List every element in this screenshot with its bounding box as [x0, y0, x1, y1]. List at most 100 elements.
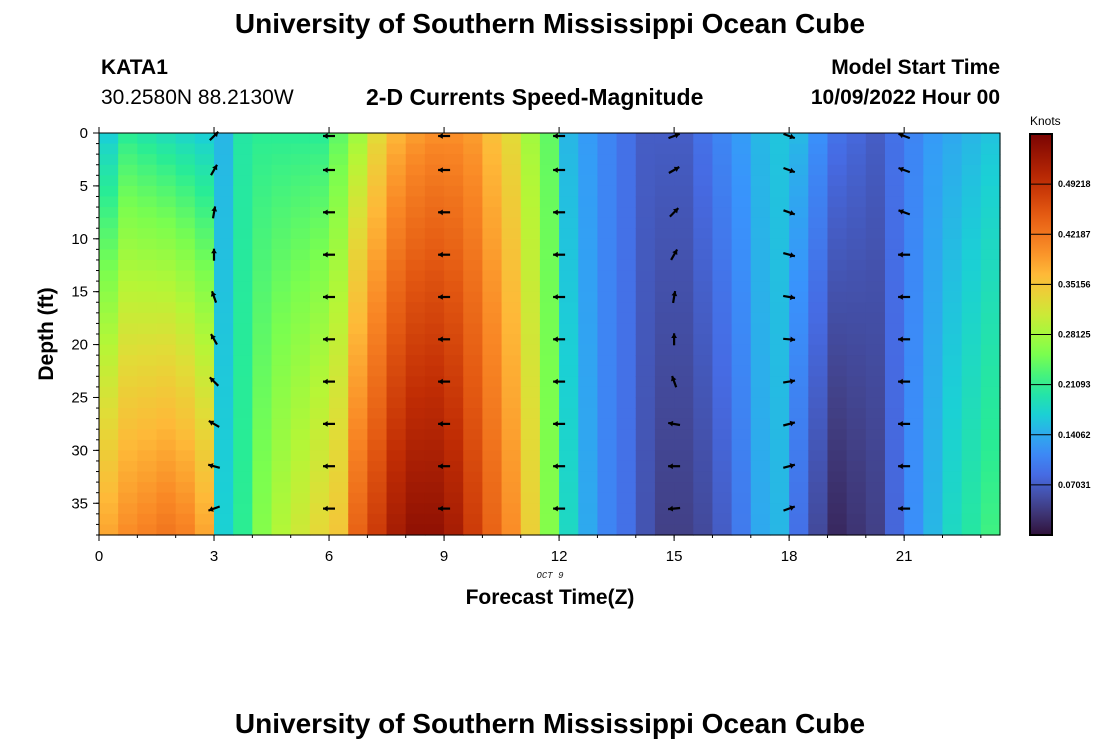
heatmap-cell [444, 164, 464, 176]
current-vector [898, 251, 911, 258]
heatmap-cell [750, 175, 771, 187]
heatmap-cell [961, 460, 982, 473]
heatmap-cell [904, 482, 924, 494]
heatmap-cell [923, 133, 944, 145]
heatmap-cell [904, 164, 924, 176]
heatmap-cell [386, 228, 407, 240]
heatmap-cell [578, 196, 599, 208]
heatmap-cell [597, 397, 618, 409]
heatmap-cell [597, 291, 618, 303]
heatmap-cell [329, 334, 349, 346]
heatmap-cell [789, 482, 809, 494]
heatmap-cell [808, 365, 829, 377]
heatmap-cell [750, 450, 771, 462]
heatmap-cell [635, 164, 656, 176]
heatmap-cell [386, 355, 407, 367]
heatmap-cell [808, 133, 829, 145]
current-vector [898, 294, 911, 300]
heatmap-cell [808, 228, 829, 240]
heatmap-cell [290, 281, 311, 293]
heatmap-cell [99, 408, 119, 420]
heatmap-cell [884, 175, 905, 187]
heatmap-cell [980, 460, 1001, 473]
heatmap-cell [750, 503, 771, 515]
heatmap-cell [367, 439, 388, 451]
heatmap-cell [271, 513, 292, 526]
heatmap-cell [271, 185, 292, 198]
heatmap-cell [194, 513, 215, 526]
heatmap-cell [693, 133, 714, 145]
heatmap-cell [118, 270, 138, 282]
heatmap-cell [233, 344, 253, 356]
heatmap-cell [712, 524, 733, 536]
heatmap-cell [137, 207, 158, 219]
heatmap-cell [520, 365, 541, 377]
heatmap-cell [769, 207, 790, 219]
heatmap-cell [329, 291, 349, 303]
heatmap-cell [367, 249, 388, 261]
heatmap-cell [482, 355, 503, 367]
heatmap-cell [884, 185, 905, 198]
heatmap-cell [424, 418, 445, 430]
heatmap-cell [137, 355, 158, 367]
current-vector [211, 248, 217, 261]
heatmap-cell [674, 482, 694, 494]
heatmap-cell [463, 302, 483, 314]
x-tick-label: 6 [325, 548, 333, 565]
heatmap-cell [808, 207, 829, 219]
heatmap-cell [290, 471, 311, 483]
heatmap-cell [559, 259, 579, 272]
heatmap-cell [329, 143, 349, 155]
heatmap-cell [386, 482, 407, 494]
heatmap-cell [616, 270, 637, 282]
heatmap-cell [386, 164, 407, 176]
heatmap-cell [884, 249, 905, 261]
heatmap-cell [348, 291, 368, 303]
heatmap-cell [348, 482, 368, 494]
heatmap-cell [578, 450, 599, 462]
heatmap-cell [635, 196, 656, 208]
heatmap-cell [214, 334, 234, 346]
heatmap-cell [616, 217, 637, 229]
heatmap-cell [923, 207, 944, 219]
heatmap-cell [424, 503, 445, 515]
heatmap-cell [444, 471, 464, 483]
heatmap-cell [386, 238, 407, 250]
heatmap-cell [942, 185, 963, 198]
heatmap-cell [194, 344, 215, 356]
heatmap-cell [654, 503, 675, 515]
heatmap-cell [559, 334, 579, 346]
heatmap-cell [290, 196, 311, 208]
heatmap-cell [137, 439, 158, 451]
current-vector [667, 505, 681, 512]
heatmap-cell [597, 524, 618, 536]
heatmap-cell [712, 408, 733, 420]
heatmap-cell [252, 408, 273, 420]
heatmap-cell [271, 418, 292, 430]
heatmap-cell [118, 450, 138, 462]
heatmap-cell [233, 281, 253, 293]
heatmap-cell [712, 439, 733, 451]
heatmap-cell [175, 291, 196, 303]
heatmap-cell [520, 133, 541, 145]
colorbar-tick-label: 0.14062 [1058, 430, 1091, 440]
heatmap-cell [597, 471, 618, 483]
heatmap-cell [463, 503, 483, 515]
heatmap-cell [884, 164, 905, 176]
heatmap-cell [674, 492, 694, 504]
heatmap-cell [309, 312, 330, 325]
heatmap-cell [635, 408, 656, 420]
heatmap-cell [904, 450, 924, 462]
heatmap-cell [405, 513, 426, 526]
heatmap-cell [137, 408, 158, 420]
heatmap-cell [290, 365, 311, 377]
heatmap-cell [712, 429, 733, 441]
heatmap-cell [137, 185, 158, 198]
heatmap-cell [118, 376, 138, 388]
heatmap-cell [175, 154, 196, 166]
heatmap-cell [616, 503, 637, 515]
heatmap-cell [137, 175, 158, 187]
y-tick-label: 20 [71, 337, 88, 354]
heatmap-cell [156, 270, 177, 282]
heatmap-cell [194, 397, 215, 409]
